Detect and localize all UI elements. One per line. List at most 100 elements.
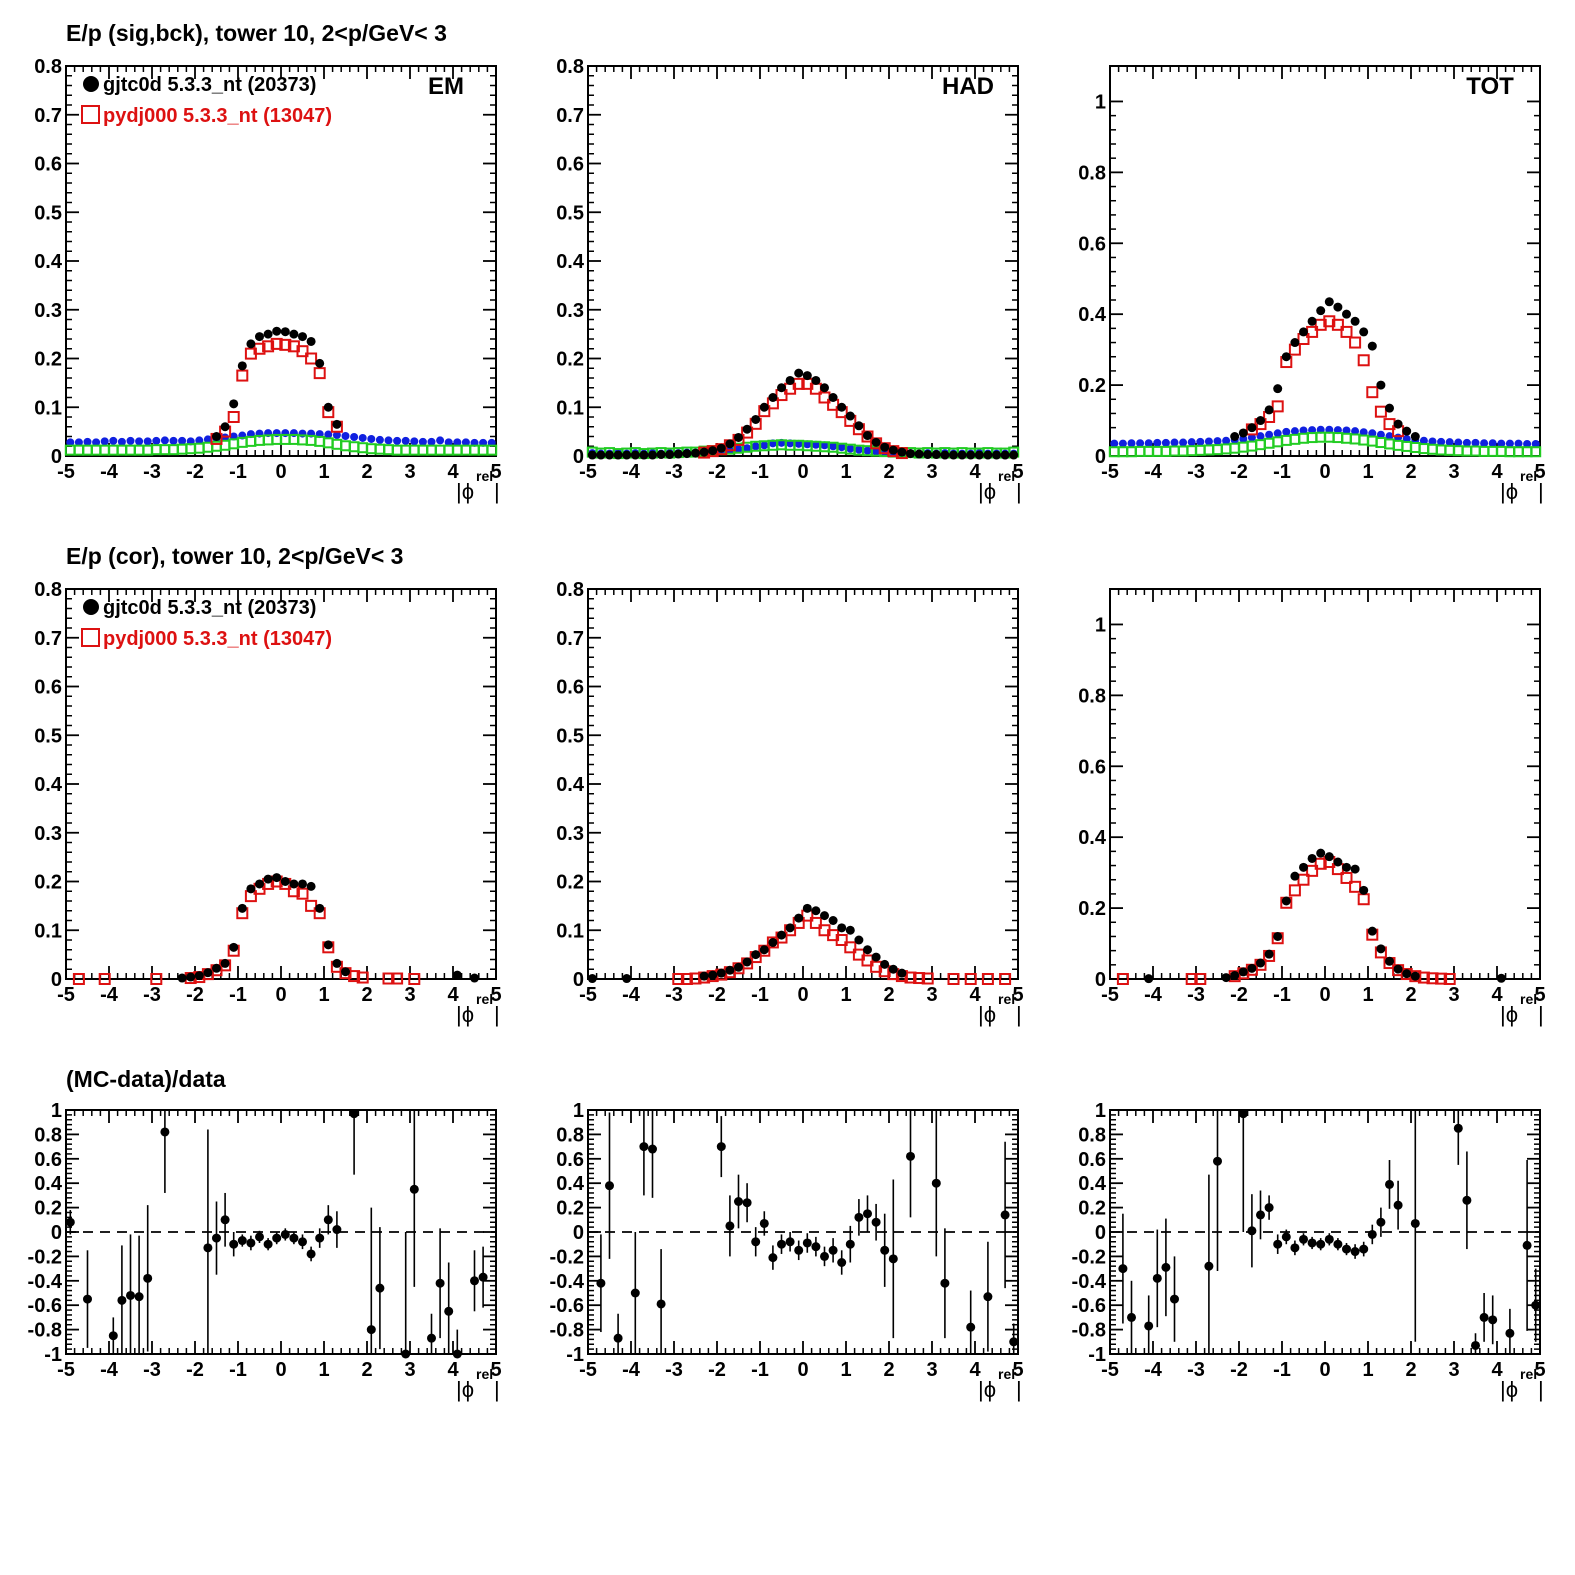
series-pydj000 xyxy=(1245,315,1405,438)
data-point xyxy=(863,431,872,441)
data-point xyxy=(871,952,881,962)
background-point xyxy=(1118,439,1127,448)
background-point xyxy=(1136,439,1145,448)
mc-point xyxy=(227,411,240,423)
x-axis-label-superscript: rel xyxy=(1520,1366,1537,1382)
x-tick-label: 3 xyxy=(1448,1359,1459,1381)
legend-label-mc: pydj000 5.3.3_nt (13047) xyxy=(103,628,332,650)
x-tick-label: -1 xyxy=(751,984,769,1006)
x-tick-label: -2 xyxy=(186,1359,204,1381)
ratio-point xyxy=(246,1238,256,1248)
y-tick-label: -0.8 xyxy=(28,1320,62,1342)
y-tick-label: 1 xyxy=(1095,1100,1106,1122)
x-tick-label: 3 xyxy=(1448,461,1459,483)
x-tick-label: -2 xyxy=(1230,984,1248,1006)
mc-point xyxy=(270,337,283,350)
y-tick-label: 0.3 xyxy=(556,823,584,845)
background-point xyxy=(367,434,376,443)
series-errorbar xyxy=(1118,1109,1541,1354)
x-tick-label: -4 xyxy=(100,1359,119,1381)
x-tick-label: -4 xyxy=(622,1359,641,1381)
mc-point xyxy=(792,377,805,390)
y-tick-label: 0.8 xyxy=(1078,162,1106,184)
x-tick-label: -5 xyxy=(579,1359,597,1381)
x-axis-label: |ϕ xyxy=(456,479,474,504)
x-tick-label: 3 xyxy=(404,984,415,1006)
background-point xyxy=(1153,438,1162,447)
background-point xyxy=(837,443,846,452)
data-point xyxy=(871,437,881,447)
ratio-point xyxy=(931,1178,941,1188)
data-point xyxy=(751,414,761,424)
data-point xyxy=(897,447,907,457)
background-point xyxy=(375,435,384,444)
data-point xyxy=(699,447,709,457)
data-point xyxy=(263,874,273,884)
mc-point xyxy=(296,887,309,900)
series-filled-small xyxy=(1110,425,1540,448)
ratio-point xyxy=(435,1278,445,1288)
x-tick-label: 2 xyxy=(361,984,372,1006)
mc-point xyxy=(999,973,1012,985)
panel-cor-em: 0 0.1 0.2 0.3 0.4 0.5 0.6 0.7 0.8 -5 -4 -3 -2 -1 0 1 2 3 4… xyxy=(34,579,501,1027)
ratio-point xyxy=(1488,1315,1498,1325)
x-tick-label: 1 xyxy=(1362,984,1373,1006)
background-point xyxy=(811,440,820,449)
data-point xyxy=(1410,432,1420,441)
x-axis-label-bar: | xyxy=(1016,1002,1022,1027)
mc-point xyxy=(313,367,326,380)
background-point xyxy=(66,438,75,447)
x-tick-label: 3 xyxy=(926,984,937,1006)
x-tick-label: 1 xyxy=(318,461,329,483)
data-point xyxy=(622,974,632,984)
data-point xyxy=(280,327,290,337)
data-point xyxy=(1402,969,1412,979)
mc-point xyxy=(408,973,421,985)
ratio-point xyxy=(134,1292,144,1302)
data-point xyxy=(1410,971,1420,981)
data-point xyxy=(1333,302,1343,312)
x-tick-label: -1 xyxy=(751,461,769,483)
x-tick-label: -3 xyxy=(1187,984,1205,1006)
background-point xyxy=(1299,426,1308,435)
background-point xyxy=(1419,436,1428,445)
background-point xyxy=(418,437,427,446)
ratio-point xyxy=(880,1245,890,1255)
ratio-point xyxy=(237,1236,247,1246)
data-point xyxy=(212,963,221,973)
data-point xyxy=(880,959,890,969)
background-point xyxy=(178,436,187,445)
ratio-point xyxy=(1471,1340,1480,1350)
data-point xyxy=(734,432,743,442)
x-tick-label: 0 xyxy=(1319,1359,1330,1381)
background-point xyxy=(1437,437,1446,446)
ratio-point xyxy=(768,1253,778,1263)
data-point xyxy=(220,958,230,968)
mc-point xyxy=(150,973,163,985)
background-point xyxy=(461,438,470,447)
y-tick-label: 0.7 xyxy=(556,105,584,127)
data-point xyxy=(794,913,804,923)
ratio-point xyxy=(315,1233,325,1243)
background-point xyxy=(410,437,419,446)
background-point xyxy=(436,436,445,445)
mc-point xyxy=(305,352,318,365)
x-tick-label: 1 xyxy=(1362,1359,1373,1381)
data-point xyxy=(837,923,847,933)
x-tick-label: -2 xyxy=(186,461,204,483)
data-point xyxy=(906,449,915,459)
y-tick-label: 0.1 xyxy=(556,397,584,419)
data-point xyxy=(708,970,718,980)
y-tick-label: 0.5 xyxy=(34,725,62,747)
data-point xyxy=(1256,958,1265,968)
y-tick-label: -0.4 xyxy=(550,1271,585,1293)
data-point xyxy=(1281,352,1291,362)
data-point xyxy=(845,411,855,421)
data-point xyxy=(1290,871,1300,881)
background-point xyxy=(743,444,752,453)
y-tick-label: 0.1 xyxy=(34,920,62,942)
background-point xyxy=(100,437,109,446)
data-point xyxy=(220,422,230,432)
data-point xyxy=(1238,967,1248,977)
